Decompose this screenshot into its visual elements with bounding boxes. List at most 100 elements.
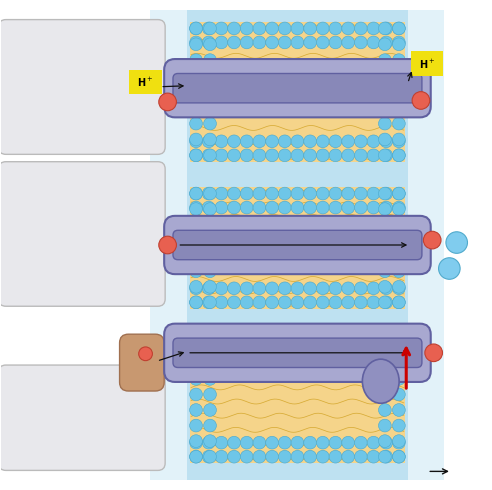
Circle shape	[367, 326, 380, 339]
Circle shape	[291, 282, 304, 294]
Circle shape	[393, 280, 405, 293]
Circle shape	[393, 38, 405, 50]
Circle shape	[204, 296, 216, 309]
Text: H$^+$: H$^+$	[419, 58, 435, 71]
Circle shape	[215, 201, 228, 214]
Circle shape	[380, 450, 393, 463]
Circle shape	[266, 340, 278, 353]
Circle shape	[393, 201, 405, 214]
Circle shape	[316, 201, 329, 214]
Circle shape	[253, 436, 266, 449]
FancyBboxPatch shape	[411, 51, 443, 76]
Circle shape	[204, 357, 216, 369]
Circle shape	[378, 265, 391, 278]
Circle shape	[380, 187, 393, 200]
Circle shape	[393, 340, 405, 353]
Circle shape	[241, 340, 253, 353]
Circle shape	[354, 22, 367, 35]
Circle shape	[316, 450, 329, 463]
Circle shape	[278, 149, 291, 162]
Circle shape	[378, 357, 391, 369]
Circle shape	[189, 342, 202, 354]
Circle shape	[393, 342, 405, 354]
Circle shape	[266, 22, 278, 35]
Circle shape	[393, 54, 405, 67]
Circle shape	[241, 326, 253, 339]
FancyBboxPatch shape	[129, 70, 162, 94]
Circle shape	[378, 133, 391, 146]
Circle shape	[189, 450, 202, 463]
Circle shape	[378, 203, 391, 216]
Circle shape	[393, 133, 405, 146]
Circle shape	[278, 22, 291, 35]
Circle shape	[204, 187, 216, 200]
Circle shape	[329, 296, 342, 309]
Circle shape	[291, 135, 304, 147]
Circle shape	[189, 70, 202, 82]
Circle shape	[342, 296, 355, 309]
Circle shape	[316, 340, 329, 353]
Circle shape	[189, 340, 202, 353]
Circle shape	[316, 282, 329, 294]
Circle shape	[393, 70, 405, 82]
Circle shape	[189, 234, 202, 246]
Circle shape	[342, 135, 355, 147]
Circle shape	[253, 340, 266, 353]
Circle shape	[378, 149, 391, 162]
Circle shape	[378, 280, 391, 293]
Circle shape	[202, 436, 215, 449]
Circle shape	[228, 36, 241, 49]
Circle shape	[367, 22, 380, 35]
Bar	[189, 22, 405, 162]
Circle shape	[378, 326, 391, 339]
Circle shape	[291, 36, 304, 49]
Circle shape	[291, 22, 304, 35]
Circle shape	[393, 22, 405, 35]
Circle shape	[304, 296, 316, 309]
Circle shape	[278, 36, 291, 49]
Circle shape	[367, 282, 380, 294]
Circle shape	[189, 357, 202, 369]
Circle shape	[291, 326, 304, 339]
Circle shape	[393, 187, 405, 200]
Circle shape	[393, 450, 405, 463]
Circle shape	[367, 36, 380, 49]
Circle shape	[189, 372, 202, 385]
Circle shape	[304, 326, 316, 339]
Circle shape	[380, 149, 393, 162]
Circle shape	[378, 117, 391, 130]
Circle shape	[189, 101, 202, 114]
Circle shape	[329, 282, 342, 294]
Circle shape	[378, 38, 391, 50]
Circle shape	[189, 326, 202, 339]
Circle shape	[189, 22, 202, 35]
Circle shape	[204, 101, 216, 114]
Circle shape	[266, 187, 278, 200]
Circle shape	[189, 36, 202, 49]
Circle shape	[393, 436, 405, 449]
Circle shape	[291, 201, 304, 214]
Circle shape	[367, 340, 380, 353]
Circle shape	[393, 101, 405, 114]
Circle shape	[202, 201, 215, 214]
Circle shape	[202, 22, 215, 35]
Circle shape	[342, 326, 355, 339]
Circle shape	[189, 296, 202, 309]
Text: H$^+$: H$^+$	[137, 76, 154, 89]
Circle shape	[354, 187, 367, 200]
Circle shape	[367, 201, 380, 214]
Circle shape	[189, 85, 202, 98]
Circle shape	[189, 450, 202, 463]
Circle shape	[253, 36, 266, 49]
Circle shape	[316, 326, 329, 339]
Circle shape	[204, 38, 216, 50]
Circle shape	[266, 135, 278, 147]
Circle shape	[266, 201, 278, 214]
Circle shape	[393, 117, 405, 130]
Circle shape	[204, 234, 216, 246]
Circle shape	[367, 436, 380, 449]
Circle shape	[202, 296, 215, 309]
Circle shape	[202, 282, 215, 294]
Circle shape	[204, 70, 216, 82]
Circle shape	[342, 22, 355, 35]
